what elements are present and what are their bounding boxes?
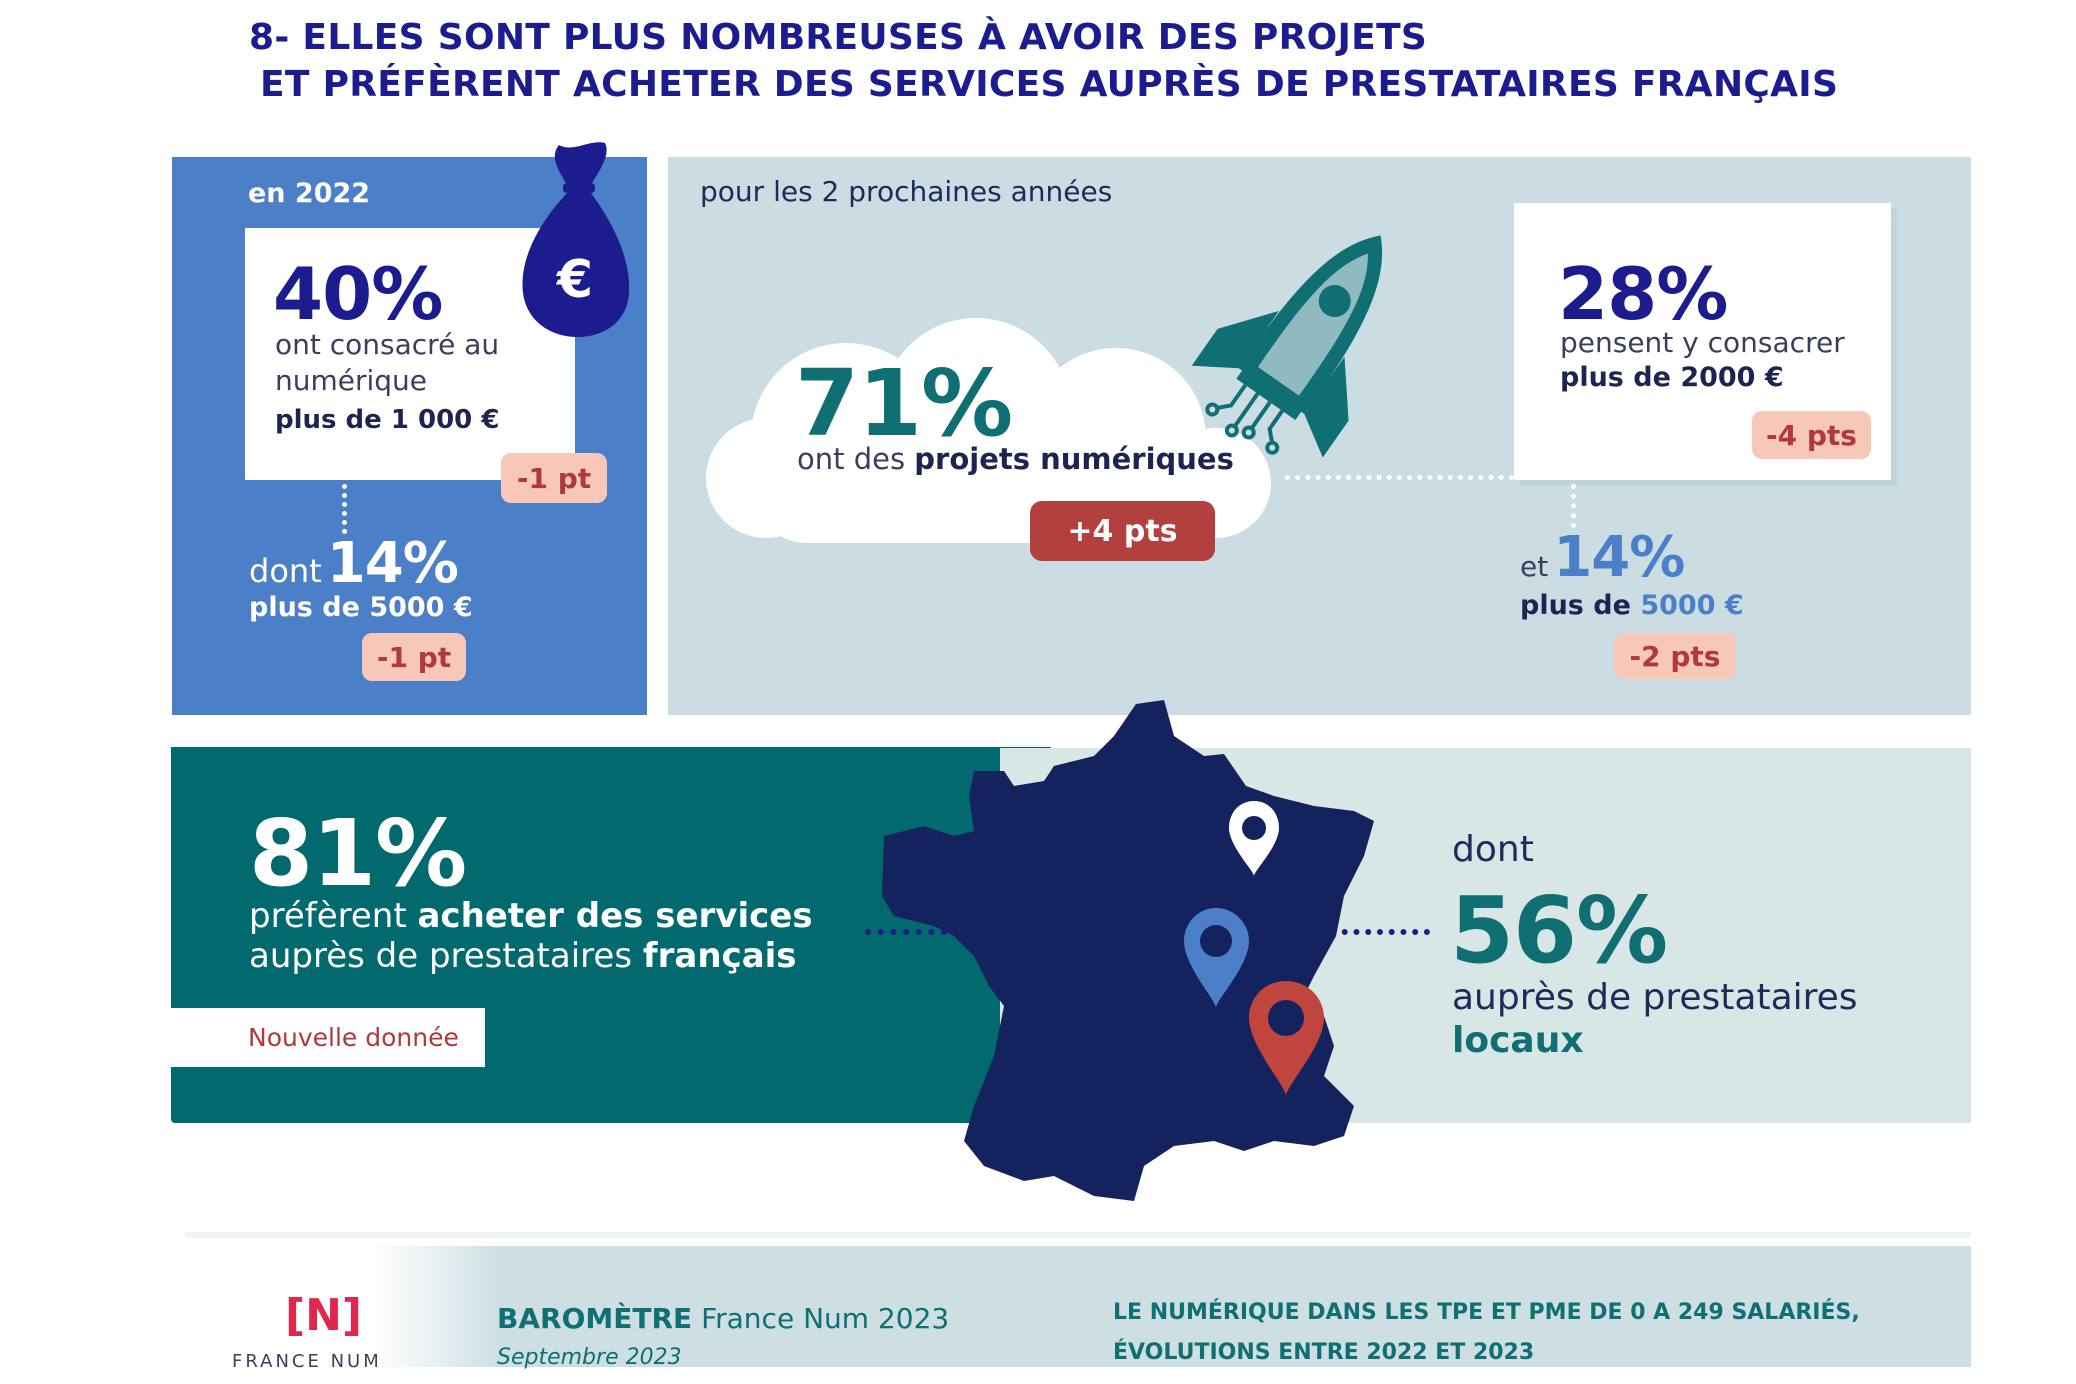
- stat-text-56-bold: locaux: [1452, 1020, 1584, 1061]
- stat-text-81-line2-prefix: auprès de prestataires: [249, 936, 633, 976]
- stat-text-81-line1: préfèrent acheter des services: [249, 896, 813, 936]
- footer-divider: [185, 1232, 1971, 1238]
- stat-value-81: 81%: [249, 800, 467, 907]
- stat-56-prefix: dont: [1452, 829, 1534, 870]
- cloud-icon: [706, 318, 1271, 543]
- footer: [172, 1246, 1971, 1367]
- stat-text-81-line2: auprès de prestataires français: [249, 936, 813, 976]
- footer-subtitle-line2: ÉVOLUTIONS ENTRE 2022 ET 2023: [1113, 1340, 1535, 1365]
- stat-value-14-future: 14%: [1553, 525, 1685, 590]
- stat-value-40: 40%: [273, 252, 443, 336]
- stat-text-40-line2: numérique: [275, 364, 428, 397]
- change-badge-14-future: -2 pts: [1614, 633, 1736, 679]
- money-bag-euro-icon: €: [522, 142, 630, 337]
- footer-subtitle-line1: LE NUMÉRIQUE DANS LES TPE ET PME DE 0 A …: [1113, 1300, 1860, 1325]
- title-line-1: 8- ELLES SONT PLUS NOMBREUSES À AVOIR DE…: [249, 17, 1428, 58]
- change-badge-14-2022: -1 pt: [362, 633, 466, 681]
- stat-text-81-line2-bold: français: [642, 936, 797, 976]
- stat-text-28: pensent y consacrer: [1560, 326, 1845, 359]
- stat-amount-14-2022: plus de 5000 €: [249, 592, 473, 623]
- stat-amount-28: plus de 2000 €: [1560, 362, 1784, 393]
- stat-14-prefix: dont: [249, 552, 322, 590]
- stat-text-71-bold: projets numériques: [914, 442, 1234, 476]
- connector-dots-2022: [342, 484, 347, 534]
- stat-text-40: ont consacré au numérique: [275, 327, 499, 399]
- stat-text-56: auprès de prestataires: [1452, 977, 1858, 1018]
- new-data-tag: Nouvelle donnée: [171, 1008, 485, 1067]
- barometre-date: Septembre 2023: [497, 1345, 682, 1370]
- barometre-title-bold: BAROMÈTRE: [497, 1302, 693, 1335]
- stat-text-81-line1-prefix: préfèrent: [249, 896, 407, 936]
- stat-text-40-line1: ont consacré au: [275, 328, 500, 361]
- barometre-title: BAROMÈTRE France Num 2023: [497, 1302, 949, 1335]
- stat-amount-14-future: plus de 5000 €: [1520, 590, 1744, 621]
- stat-card-40: [245, 228, 575, 480]
- stat-14-future-prefix: et: [1520, 550, 1549, 583]
- stat-14-future: et 14%: [1520, 530, 1685, 586]
- stat-14-2022: dont 14%: [249, 536, 459, 592]
- stat-text-71-prefix: ont des: [797, 442, 906, 476]
- connector-dots-future: [1285, 475, 1514, 480]
- connector-dots-28: [1571, 484, 1576, 528]
- france-map-icon: [882, 700, 1374, 1201]
- france-num-logo-mark: [N]: [285, 1290, 363, 1341]
- stat-amount-40: plus de 1 000 €: [275, 405, 500, 435]
- stat-amount-14-future-value: 5000 €: [1640, 590, 1744, 621]
- change-badge-71: +4 pts: [1030, 501, 1215, 561]
- stat-value-28: 28%: [1558, 252, 1728, 336]
- barometre-title-rest: France Num 2023: [701, 1302, 950, 1335]
- svg-text:€: €: [556, 250, 593, 310]
- stat-text-81: préfèrent acheter des services auprès de…: [249, 896, 813, 976]
- france-num-logo-text: FRANCE NUM: [232, 1351, 382, 1372]
- rocket-icon: [1191, 235, 1383, 458]
- label-2022: en 2022: [248, 178, 371, 209]
- stat-value-14-2022: 14%: [326, 531, 459, 596]
- label-future: pour les 2 prochaines années: [700, 175, 1113, 208]
- stat-value-71: 71%: [795, 350, 1013, 457]
- stat-text-71: ont des projets numériques: [797, 442, 1234, 476]
- connector-dots-right: [1330, 929, 1430, 935]
- change-badge-28: -4 pts: [1752, 411, 1871, 459]
- title-line-2: ET PRÉFÈRENT ACHETER DES SERVICES AUPRÈS…: [260, 64, 1839, 105]
- stat-value-56: 56%: [1450, 877, 1668, 984]
- stat-amount-14-future-label: plus de: [1520, 590, 1631, 621]
- stat-text-81-line1-bold: acheter des services: [417, 896, 813, 936]
- connector-dots-left: [865, 929, 960, 935]
- change-badge-40: -1 pt: [501, 453, 607, 503]
